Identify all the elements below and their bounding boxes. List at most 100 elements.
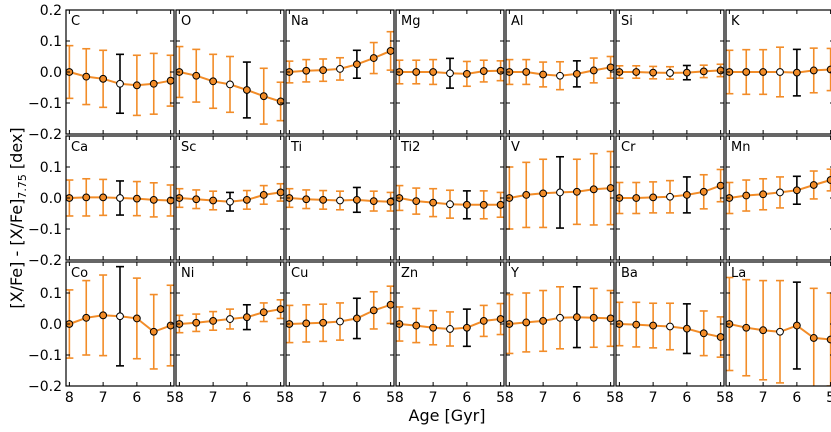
x-tick-label: 7 xyxy=(429,390,438,406)
panel-plot-area xyxy=(506,150,614,230)
data-point xyxy=(522,318,531,327)
panel-label: Y xyxy=(510,266,519,281)
data-point xyxy=(742,323,751,332)
x-tick-label: 7 xyxy=(209,390,218,406)
data-point xyxy=(429,323,438,332)
data-point-open xyxy=(446,325,454,333)
data-point xyxy=(606,314,614,323)
x-tick-label: 6 xyxy=(242,390,251,406)
data-point xyxy=(809,181,818,189)
panel-k: K xyxy=(725,9,831,135)
data-point xyxy=(496,66,504,75)
data-point-open xyxy=(336,317,344,326)
x-tick-label: 7 xyxy=(759,390,768,406)
panel-label: Ti xyxy=(290,140,302,155)
panel-label: Sc xyxy=(181,140,196,155)
panel-cu: Cu xyxy=(285,261,395,387)
data-point xyxy=(412,197,421,206)
panel-frame xyxy=(175,261,285,387)
data-point-open xyxy=(116,79,124,88)
data-point xyxy=(276,305,284,314)
data-point xyxy=(302,66,311,75)
data-point xyxy=(742,191,751,200)
panel-label: Zn xyxy=(401,266,418,281)
data-point xyxy=(606,184,614,192)
panel-sc: Sc xyxy=(175,135,285,261)
data-point xyxy=(539,70,548,79)
data-point xyxy=(699,329,708,338)
data-point xyxy=(99,74,108,83)
data-point xyxy=(759,68,768,76)
data-point xyxy=(302,319,311,328)
data-point-open xyxy=(446,69,454,78)
data-point xyxy=(632,320,641,329)
panel-plot-area xyxy=(66,177,174,218)
panel-o: O xyxy=(175,9,285,135)
data-point xyxy=(386,47,394,55)
data-point xyxy=(589,185,598,194)
panel-frame xyxy=(615,135,725,261)
panel-ba: Ba xyxy=(615,261,725,387)
panel-label: Ca xyxy=(71,140,88,155)
data-point xyxy=(649,321,658,330)
panel-si: Si xyxy=(615,9,725,135)
data-point xyxy=(412,68,421,76)
panel-plot-area xyxy=(396,184,504,220)
panel-label: Na xyxy=(291,14,309,29)
data-point xyxy=(99,193,108,202)
data-point-open xyxy=(556,313,564,322)
y-tick-label: −0.2 xyxy=(28,379,62,395)
panel-plot-area xyxy=(726,168,831,215)
data-point xyxy=(242,86,251,94)
panel-plot-area xyxy=(726,276,831,386)
y-tick-label: −0.2 xyxy=(28,253,62,269)
data-point xyxy=(826,176,831,184)
panel-plot-area xyxy=(66,265,174,370)
data-point xyxy=(649,193,658,202)
data-point xyxy=(259,92,268,101)
data-point xyxy=(352,195,361,204)
panel-plot-area xyxy=(616,168,724,215)
data-point xyxy=(699,67,708,76)
panel-plot-area xyxy=(616,301,724,358)
data-point xyxy=(82,72,91,81)
panel-label: Co xyxy=(71,266,88,281)
data-point xyxy=(82,193,91,202)
data-point xyxy=(716,333,724,341)
panel-ti: Ti xyxy=(285,135,395,261)
panel-plot-area xyxy=(396,302,504,348)
panel-frame xyxy=(725,9,831,135)
data-point-open xyxy=(666,322,674,331)
data-point xyxy=(149,79,158,88)
x-tick-label: 5 xyxy=(606,390,615,406)
data-point xyxy=(386,197,394,206)
panel-frame xyxy=(615,261,725,387)
panel-mg: Mg xyxy=(395,9,505,135)
panel-label: Ba xyxy=(621,266,638,281)
data-point xyxy=(649,68,658,77)
data-point xyxy=(759,326,768,335)
data-point xyxy=(809,66,818,75)
data-point xyxy=(352,314,361,323)
panel-grid: C O Na Mg Al Si K Ca Sc Ti Ti2 V Cr Mn Co Ni Cu Zn Y Ba La xyxy=(65,9,831,387)
data-point-open xyxy=(226,315,234,323)
data-point xyxy=(716,66,724,75)
data-point xyxy=(192,318,201,327)
data-point xyxy=(369,197,378,206)
data-point xyxy=(682,68,691,77)
data-point xyxy=(682,324,691,333)
data-point xyxy=(606,63,614,72)
panel-al: Al xyxy=(505,9,615,135)
data-point xyxy=(319,195,328,204)
panel-plot-area xyxy=(616,63,724,81)
data-point xyxy=(539,189,548,198)
x-tick-label: 7 xyxy=(319,390,328,406)
panel-frame xyxy=(505,261,615,387)
data-point xyxy=(369,54,378,62)
data-point-open xyxy=(556,188,564,197)
data-point xyxy=(479,317,488,325)
x-tick-label: 8 xyxy=(725,390,734,406)
x-tick-label: 6 xyxy=(132,390,141,406)
data-point xyxy=(632,68,641,76)
